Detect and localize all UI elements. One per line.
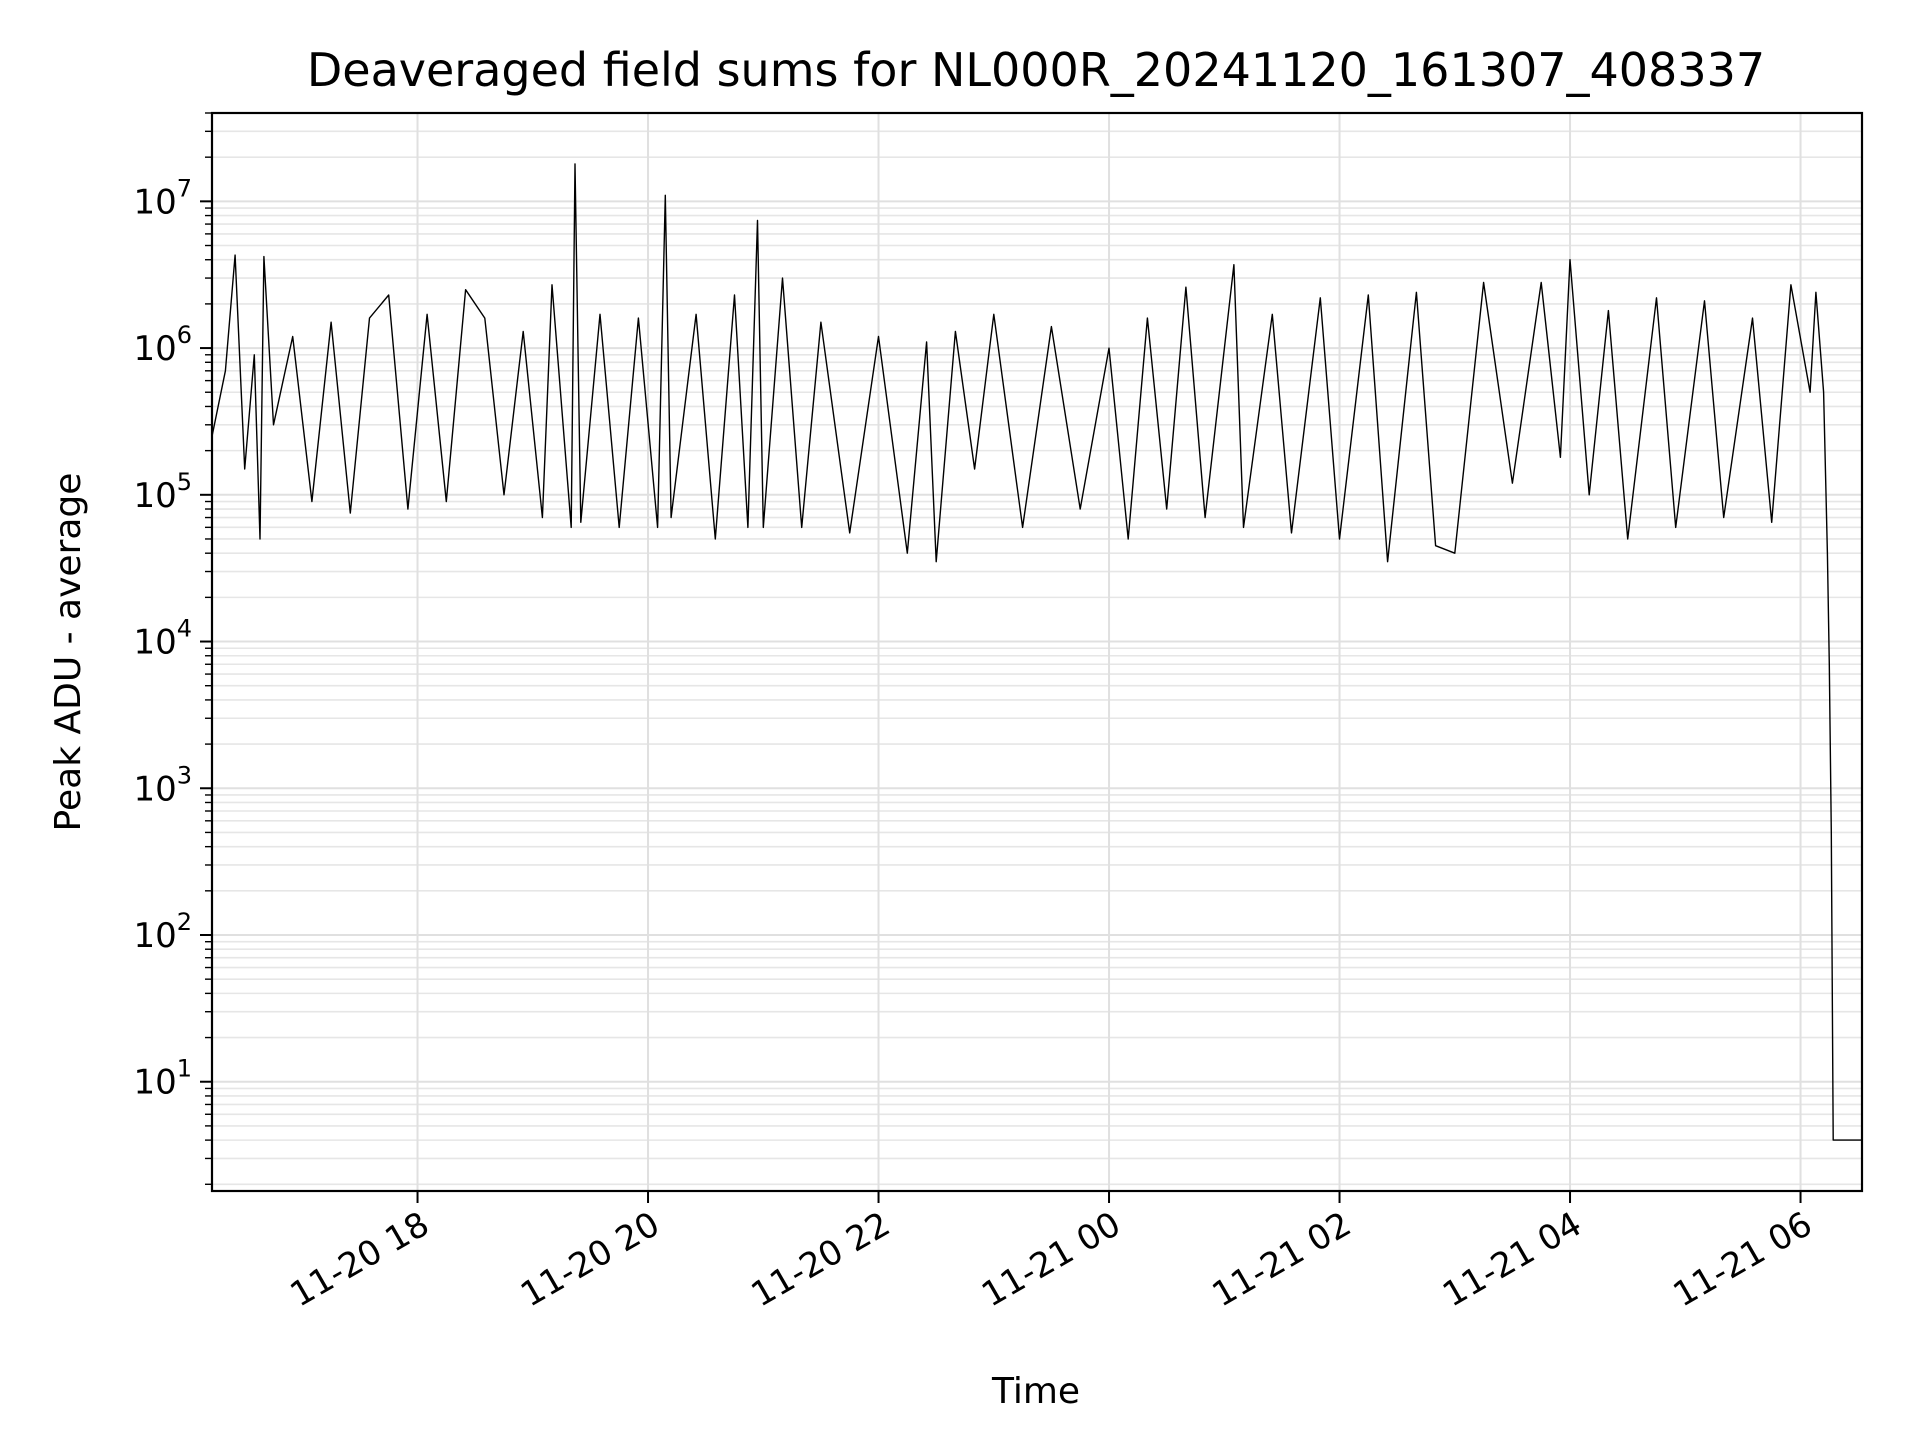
y-tick-label: 105: [133, 468, 192, 516]
tick-exponent: 5: [177, 468, 192, 496]
chart-title: Deaveraged field sums for NL000R_2024112…: [307, 43, 1765, 97]
tick-base: 10: [133, 182, 176, 222]
y-tick-label: 103: [133, 761, 192, 809]
plot-frame: [210, 111, 1864, 1193]
tick-exponent: 2: [177, 908, 192, 936]
tick-base: 10: [133, 769, 176, 809]
tick-exponent: 6: [177, 321, 192, 349]
y-tick-label: 107: [133, 174, 192, 222]
y-axis-label: Peak ADU - average: [48, 473, 89, 832]
tick-exponent: 1: [177, 1055, 192, 1083]
tick-base: 10: [133, 916, 176, 956]
tick-base: 10: [133, 623, 176, 663]
grid-lines: [212, 112, 1862, 1191]
tick-base: 10: [133, 1063, 176, 1103]
tick-exponent: 7: [177, 174, 192, 202]
y-tick-label: 106: [133, 321, 192, 369]
tick-exponent: 4: [177, 615, 192, 643]
tick-base: 10: [133, 476, 176, 516]
tick-marks: [200, 112, 1802, 1203]
y-tick-label: 102: [133, 908, 192, 956]
x-axis-label: Time: [991, 1371, 1080, 1412]
tick-base: 10: [133, 329, 176, 369]
y-tick-label: 104: [133, 615, 192, 663]
tick-exponent: 3: [177, 761, 192, 789]
data-line: [211, 163, 1862, 1141]
series-layer: [211, 163, 1862, 1141]
y-tick-label: 101: [133, 1055, 192, 1103]
